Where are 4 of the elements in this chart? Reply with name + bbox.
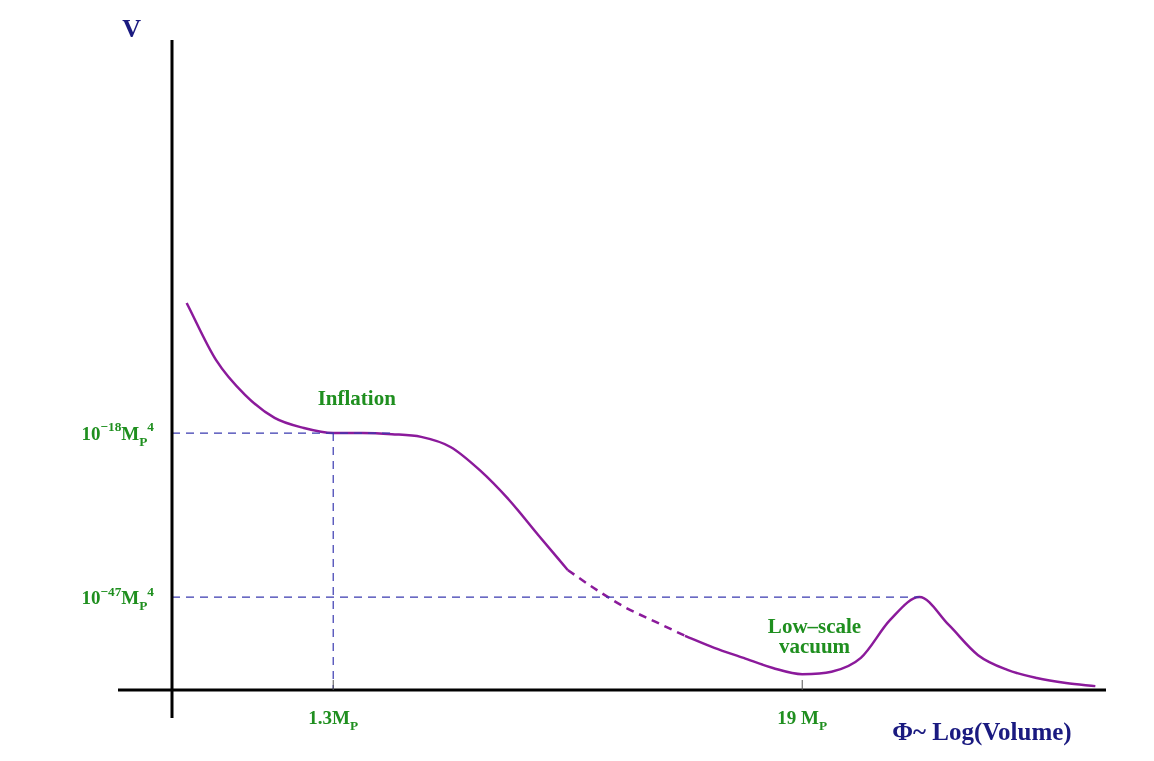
annotation: Inflation	[317, 386, 397, 411]
x-axis-title: Φ~ Log(Volume)	[892, 718, 1072, 746]
text: V	[122, 14, 142, 43]
annotation: Low–scale vacuum	[767, 614, 862, 659]
